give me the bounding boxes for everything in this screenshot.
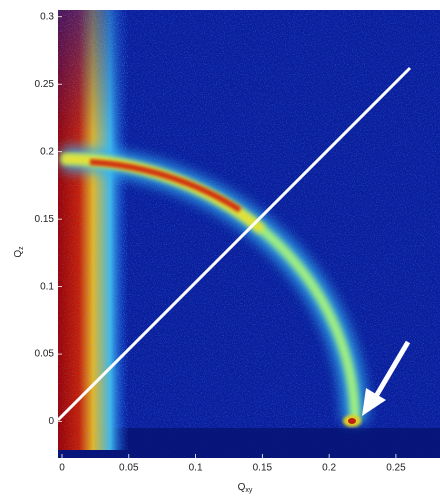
- y-tick-label: 0.25: [35, 79, 55, 90]
- y-label-main: Q: [13, 250, 24, 258]
- x-tick-label: 0.1: [189, 463, 203, 474]
- y-tick-label: 0.05: [35, 349, 55, 360]
- heatmap: [58, 10, 440, 458]
- x-tick-label: 0.15: [253, 463, 273, 474]
- x-tick-label: 0.2: [322, 463, 336, 474]
- y-tick-label: 0: [48, 416, 54, 427]
- y-axis-label: Qz: [13, 246, 25, 258]
- x-tick-label: 0.25: [386, 463, 406, 474]
- y-label-sub: z: [18, 246, 25, 250]
- x-axis-label: Qxy: [238, 482, 253, 494]
- y-tick-label: 0.3: [40, 11, 54, 22]
- y-tick-label: 0.2: [40, 146, 54, 157]
- x-tick-label: 0: [59, 463, 65, 474]
- y-tick-label: 0.1: [40, 281, 54, 292]
- y-tick-label: 0.15: [35, 214, 55, 225]
- x-tick-label: 0.05: [119, 463, 139, 474]
- x-label-main: Q: [238, 482, 246, 493]
- x-label-sub: xy: [245, 487, 253, 494]
